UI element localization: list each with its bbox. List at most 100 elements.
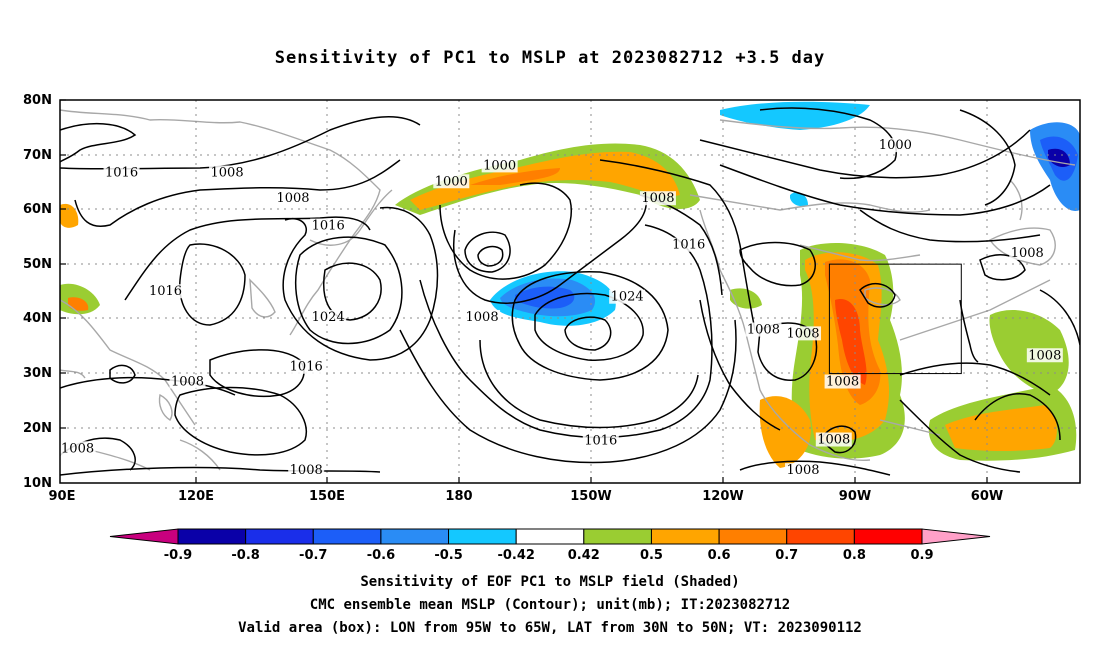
contour-label: 1008 — [1028, 348, 1061, 363]
contour-label: 1024 — [611, 290, 644, 305]
contour-label: 1016 — [672, 238, 705, 253]
contour-label: 1000 — [483, 158, 516, 173]
colorbar-swatch — [245, 528, 314, 545]
valid-area-box — [828, 263, 962, 375]
contour-label-bg — [877, 138, 914, 153]
colorbar-label: 0.9 — [910, 548, 933, 563]
contour-label: 1008 — [171, 375, 204, 390]
latitude-labels: 80N 70N 60N 50N 40N 30N 20N 10N — [23, 93, 52, 491]
contour-label: 1008 — [276, 191, 309, 206]
colorbar-label: 0.8 — [843, 548, 866, 563]
lon-label: 120E — [178, 489, 214, 504]
contour-label-bg — [609, 289, 646, 304]
contour-label-bg — [288, 359, 325, 374]
contour-label-bg — [1009, 245, 1046, 260]
contour-label: 1008 — [466, 310, 499, 325]
contour-label: 1008 — [826, 375, 859, 390]
graticule — [60, 100, 1080, 483]
contour-label: 1016 — [105, 166, 138, 181]
colorbar-swatch — [718, 528, 788, 545]
contour-label: 1000 — [435, 174, 468, 189]
lat-label: 80N — [23, 93, 52, 108]
contour-label: 1016 — [584, 434, 617, 449]
colorbar-swatch — [515, 528, 585, 545]
contour-label-bg — [103, 165, 140, 180]
longitude-labels: 90E 120E 150E 180 150W 120W 90W 60W — [49, 489, 1004, 504]
contour-label-bg — [275, 191, 312, 206]
colorbar-label: -0.8 — [231, 548, 259, 563]
contour-label-bg — [1026, 348, 1063, 363]
contour-label-bg — [169, 374, 206, 389]
contour-label-bg — [582, 433, 619, 448]
contour-label-bg — [288, 463, 325, 478]
contour-label: 1008 — [641, 191, 674, 206]
lat-label: 10N — [23, 476, 52, 491]
contour-label-bg — [824, 374, 861, 389]
contour-label: 1008 — [817, 433, 850, 448]
colorbar: -0.9 -0.8 -0.7 -0.6 -0.5 -0.42 0.42 0.5 0.6 0.7 0.… — [109, 528, 991, 563]
colorbar-label: -0.6 — [367, 548, 395, 563]
contour-label: 1000 — [879, 138, 912, 153]
contour-label-bg — [310, 218, 347, 233]
lat-label: 50N — [23, 257, 52, 272]
contour-label: 1016 — [312, 219, 345, 234]
caption-valid-area: Valid area (box): LON from 95W to 65W, L… — [238, 620, 862, 636]
contour-label-bg — [785, 463, 822, 478]
contour-label: 1008 — [290, 463, 323, 478]
contour-label-bg — [464, 309, 501, 324]
tick-marks — [60, 99, 988, 483]
colorbar-swatch — [853, 528, 923, 545]
contour-label: 1008 — [786, 326, 819, 341]
colorbar-label: 0.5 — [640, 548, 663, 563]
negative-sensitivity-shading — [490, 101, 1080, 326]
contour-label-bg — [815, 432, 852, 447]
lon-label: 150E — [309, 489, 345, 504]
colorbar-swatch — [650, 528, 720, 545]
contour-label: 1024 — [312, 310, 345, 325]
colorbar-label: -0.7 — [299, 548, 327, 563]
contour-label: 1008 — [786, 463, 819, 478]
coastlines — [60, 109, 1076, 471]
colorbar-swatch — [583, 528, 652, 545]
lon-label: 60W — [971, 489, 1003, 504]
colorbar-high-triangle — [921, 528, 991, 545]
contour-label-bg — [60, 441, 96, 456]
lat-label: 40N — [23, 311, 52, 326]
contour-label-bg — [433, 174, 470, 189]
colorbar-label: 0.7 — [775, 548, 798, 563]
caption-shading: Sensitivity of EOF PC1 to MSLP field (Sh… — [360, 574, 740, 590]
lat-label: 20N — [23, 421, 52, 436]
contour-label: 1008 — [1011, 246, 1044, 261]
lon-label: 90E — [49, 489, 76, 504]
colorbar-swatch — [177, 528, 247, 545]
colorbar-label: -0.5 — [434, 548, 462, 563]
contour-label-bg — [639, 191, 676, 206]
contour-label: 1016 — [149, 284, 182, 299]
contour-label-bg — [310, 309, 347, 324]
contour-label-bg — [209, 165, 246, 180]
contour-label: 1008 — [211, 166, 244, 181]
colorbar-label: 0.6 — [708, 548, 731, 563]
colorbar-label: -0.9 — [164, 548, 192, 563]
lon-label: 120W — [702, 489, 743, 504]
contour-label: 1008 — [61, 441, 94, 456]
colorbar-swatch — [312, 528, 382, 545]
contour-labels: 1016 100810081000100010081016101610161024… — [60, 138, 1063, 478]
lat-label: 60N — [23, 202, 52, 217]
map-frame — [59, 99, 1081, 484]
contour-label-bg — [147, 284, 184, 299]
mslp-contours — [60, 107, 1080, 476]
contour-label: 1016 — [290, 360, 323, 375]
lon-label: 150W — [570, 489, 611, 504]
colorbar-label: 0.42 — [568, 548, 600, 563]
colorbar-swatch — [448, 528, 517, 545]
colorbar-low-triangle — [109, 528, 179, 545]
lon-label: 180 — [445, 489, 472, 504]
lat-label: 70N — [23, 148, 52, 163]
caption-contour: CMC ensemble mean MSLP (Contour); unit(m… — [309, 597, 791, 613]
colorbar-label: -0.42 — [497, 548, 534, 563]
contour-label-bg — [670, 237, 707, 252]
contour-label-bg — [785, 326, 822, 341]
map-title: Sensitivity of PC1 to MSLP at 2023082712… — [274, 48, 826, 68]
